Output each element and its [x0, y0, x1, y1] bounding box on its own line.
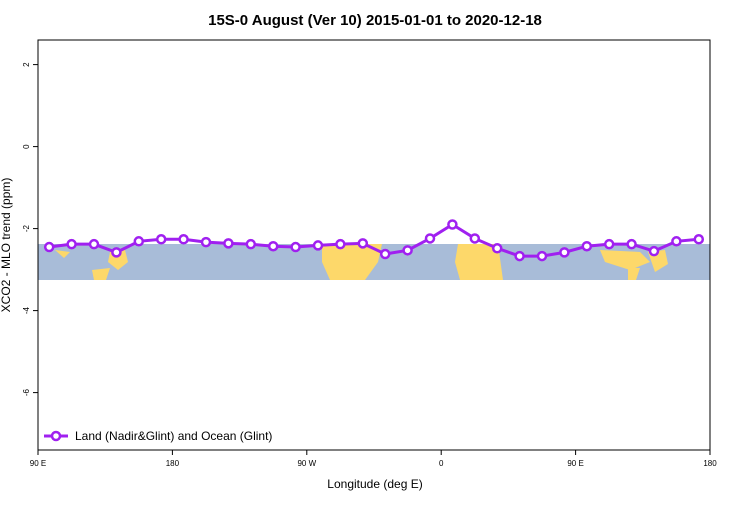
x-tick-label: 180	[703, 459, 717, 468]
y-tick-label: 0	[22, 144, 31, 149]
point	[514, 250, 525, 262]
point	[648, 245, 660, 257]
x-tick-label: 90 E	[30, 459, 46, 468]
legend-marker	[50, 430, 62, 442]
point	[290, 241, 301, 253]
plot-frame	[37, 39, 711, 451]
legend-label: Land (Nadir&Glint) and Ocean (Glint)	[75, 429, 272, 443]
point	[693, 234, 705, 245]
point	[133, 236, 145, 247]
y-tick-label: -4	[22, 306, 31, 314]
point	[626, 238, 637, 250]
x-axis-label: Longitude (deg E)	[327, 477, 422, 491]
y-tick-label: 2	[22, 62, 31, 67]
point	[312, 240, 324, 251]
point	[178, 234, 189, 245]
point	[379, 248, 391, 260]
point	[671, 236, 682, 247]
point	[603, 238, 615, 250]
chart-title: 15S-0 August (Ver 10) 2015-01-01 to 2020…	[208, 12, 542, 29]
point	[581, 240, 593, 252]
x-tick-label: 0	[439, 459, 444, 468]
point	[335, 238, 346, 250]
y-tick-label: -6	[22, 388, 31, 396]
point	[200, 236, 212, 248]
point	[245, 238, 257, 250]
point	[402, 245, 413, 256]
point	[447, 219, 458, 230]
y-axis-label: XCO2 - MLO trend (ppm)	[0, 178, 13, 313]
x-tick-label: 180	[166, 459, 180, 468]
point	[267, 240, 279, 252]
point	[559, 247, 570, 258]
x-tick-label: 90 E	[567, 459, 583, 468]
point	[155, 234, 167, 245]
point	[88, 238, 100, 250]
point	[111, 247, 122, 258]
point	[357, 238, 369, 249]
point	[43, 241, 55, 253]
point	[536, 250, 548, 262]
y-tick-label: -2	[22, 224, 31, 232]
point	[424, 233, 436, 244]
point	[491, 243, 503, 254]
point	[223, 238, 234, 249]
x-tick-label: 90 W	[297, 459, 316, 468]
point	[469, 233, 481, 244]
point	[66, 238, 77, 250]
